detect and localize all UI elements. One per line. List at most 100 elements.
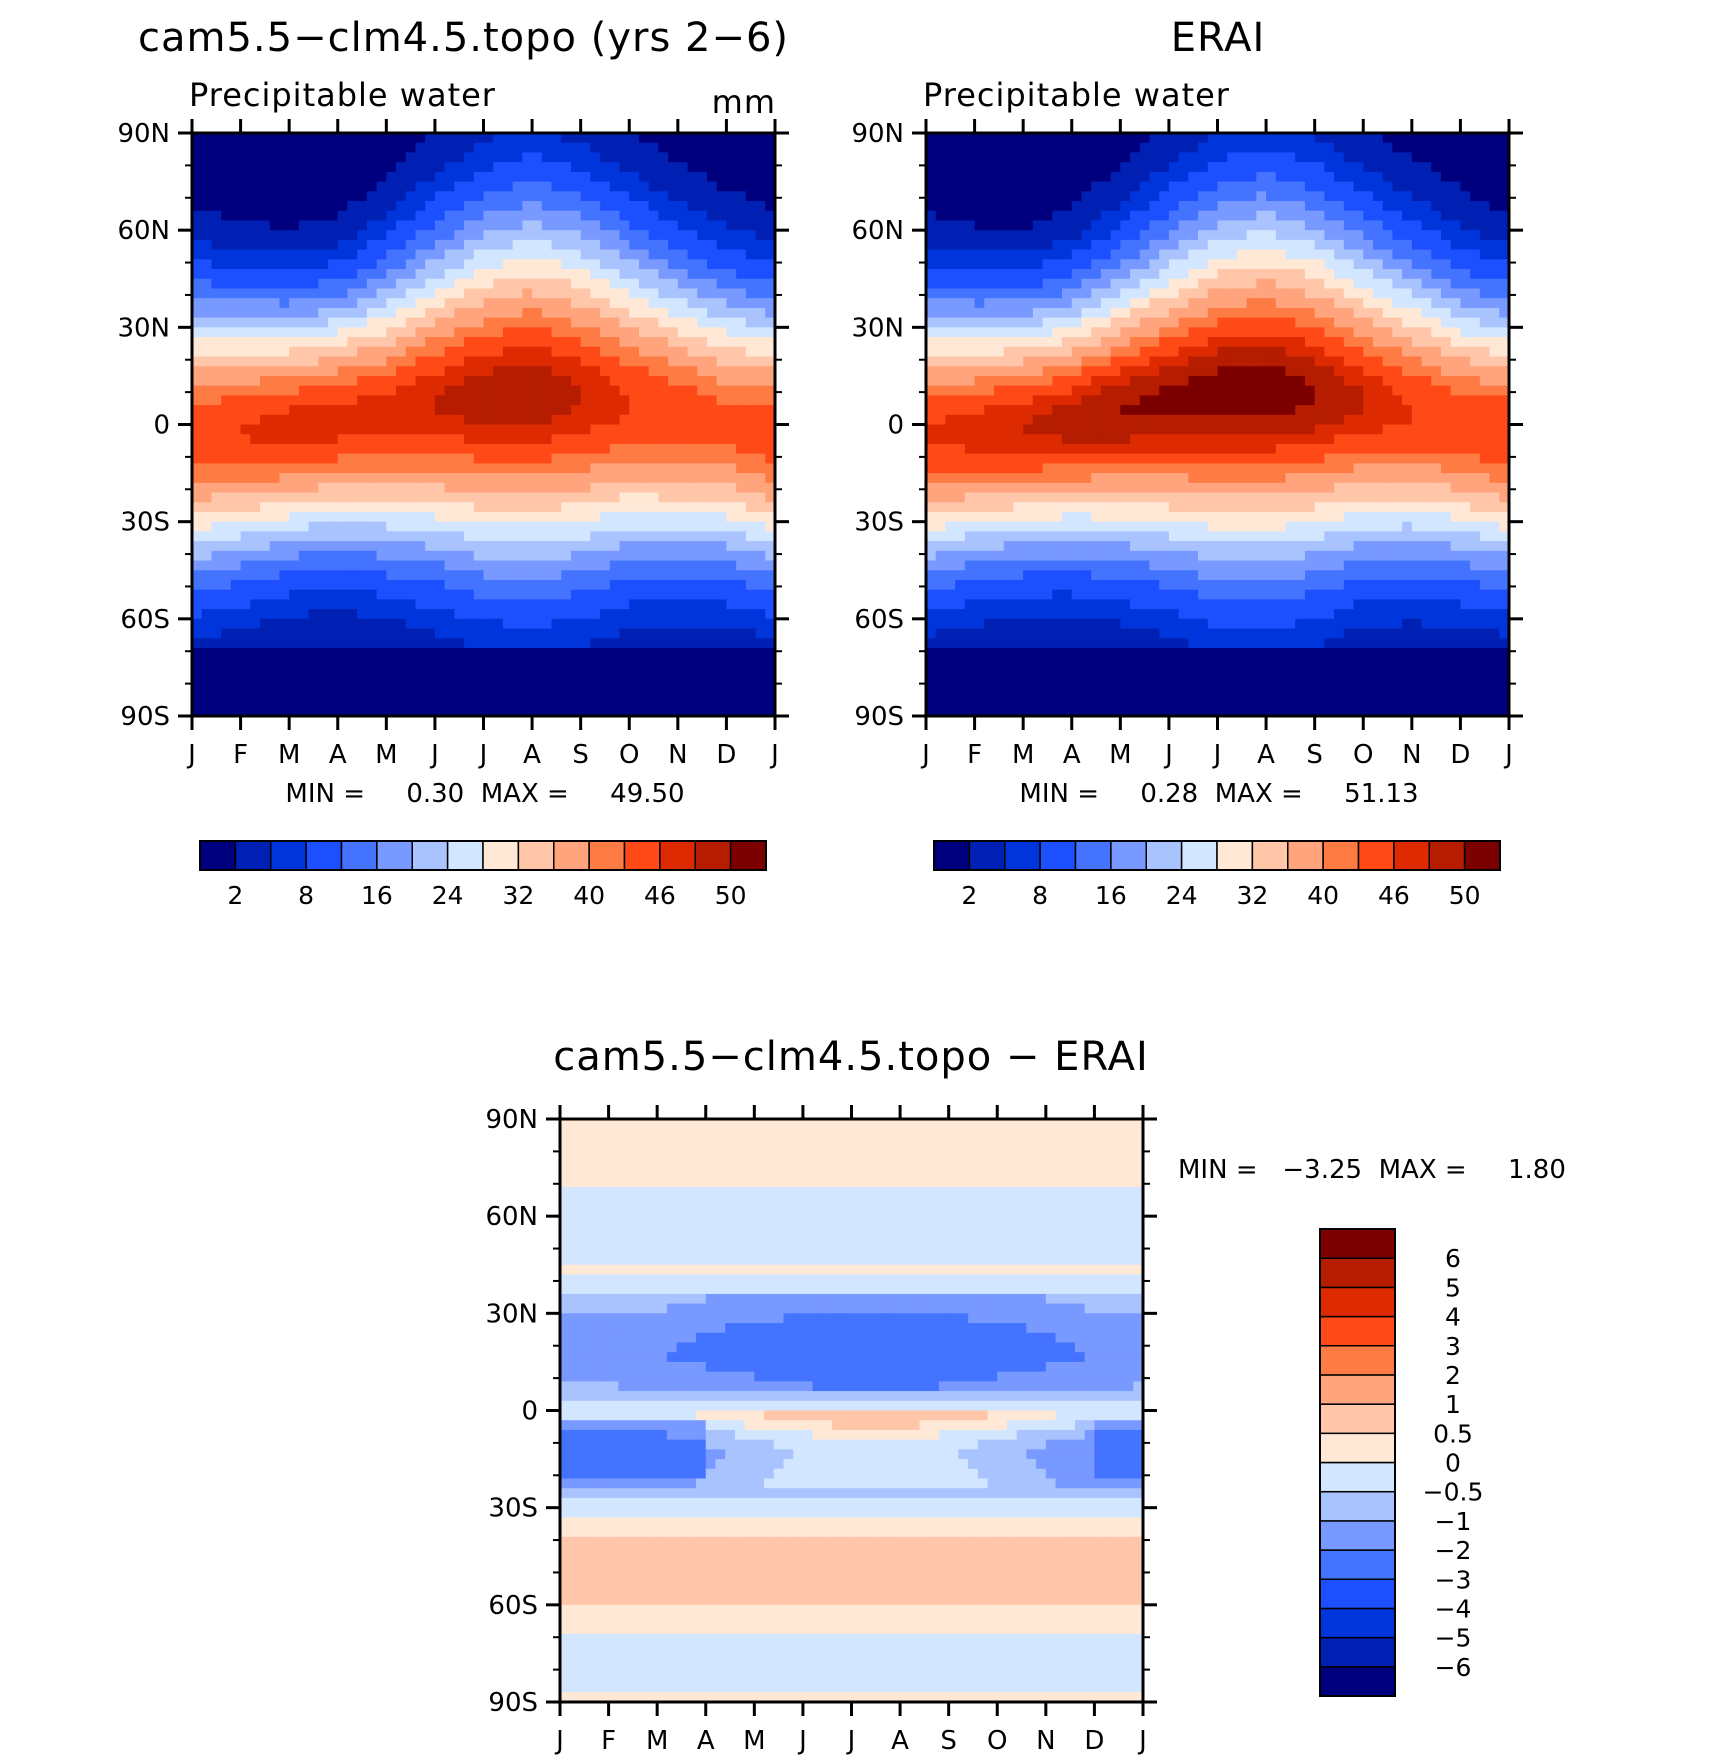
field-cell <box>580 133 591 144</box>
field-cell <box>1071 239 1083 251</box>
field-cell <box>755 560 766 571</box>
field-cell <box>580 414 591 426</box>
field-cell <box>1450 210 1462 222</box>
field-cell <box>396 298 407 309</box>
field-cell <box>289 171 300 183</box>
field-cell <box>221 414 232 426</box>
field-cell <box>269 570 281 581</box>
field-cell <box>376 434 387 445</box>
field-cell <box>590 579 601 591</box>
field-cell <box>464 599 475 610</box>
field-cell <box>648 317 659 328</box>
field-cell <box>1120 230 1131 241</box>
field-cell <box>298 162 310 173</box>
field-cell <box>1411 269 1423 280</box>
field-cell <box>308 346 319 358</box>
field-cell <box>745 589 757 600</box>
field-cell <box>532 162 543 173</box>
field-cell <box>337 657 349 669</box>
field-cell <box>600 210 611 222</box>
field-cell <box>648 628 659 639</box>
field-cell <box>736 133 747 144</box>
field-cell <box>609 531 621 542</box>
field-cell <box>357 298 368 309</box>
field-cell <box>1411 288 1423 299</box>
field-cell <box>1091 152 1102 163</box>
field-cell <box>570 181 582 192</box>
field-cell <box>1295 142 1306 154</box>
field-cell <box>260 414 271 426</box>
field-cell <box>279 589 290 600</box>
field-cell <box>541 589 553 600</box>
field-cell <box>1062 230 1073 241</box>
field-cell <box>425 133 436 144</box>
field-cell <box>1314 298 1325 309</box>
field-cell <box>298 453 310 464</box>
field-cell <box>337 230 349 241</box>
field-cell <box>745 162 757 173</box>
field-cell <box>221 230 232 241</box>
field-cell <box>279 327 290 338</box>
field-cell <box>755 171 766 183</box>
field-cell <box>192 589 203 600</box>
field-cell <box>240 239 251 251</box>
field-cell <box>687 317 698 328</box>
field-cell <box>658 677 669 688</box>
field-cell <box>512 327 523 338</box>
field-cell <box>512 171 523 183</box>
field-cell <box>755 511 766 523</box>
field-cell <box>483 230 494 241</box>
field-cell <box>260 696 271 707</box>
field-cell <box>1227 230 1238 241</box>
field-cell <box>716 686 728 698</box>
field-cell <box>386 171 397 183</box>
field-cell <box>926 152 937 163</box>
field-cell <box>1052 307 1063 319</box>
field-cell <box>434 647 446 659</box>
field-cell <box>260 327 271 338</box>
field-cell <box>201 677 213 688</box>
field-cell <box>668 511 679 523</box>
field-cell <box>298 531 310 542</box>
field-cell <box>396 686 407 698</box>
field-cell <box>1431 269 1442 280</box>
field-cell <box>192 142 203 154</box>
field-cell <box>619 560 630 571</box>
field-cell <box>668 181 679 192</box>
field-cell <box>1499 298 1509 309</box>
field-cell <box>405 706 417 716</box>
field-cell <box>522 414 533 426</box>
field-cell <box>444 337 455 348</box>
field-cell <box>755 473 766 484</box>
field-cell <box>658 453 669 464</box>
field-cell <box>211 482 222 494</box>
field-cell <box>1071 142 1083 154</box>
field-cell <box>1450 181 1462 192</box>
field-cell <box>444 269 455 280</box>
field-cell <box>755 502 766 513</box>
field-cell <box>726 502 737 513</box>
field-cell <box>366 696 378 707</box>
field-cell <box>964 220 976 231</box>
field-cell <box>619 356 630 367</box>
field-cell <box>1421 220 1432 231</box>
field-cell <box>318 278 329 290</box>
field-cell <box>687 667 698 678</box>
field-cell <box>638 171 650 183</box>
field-cell <box>415 152 426 163</box>
field-cell <box>289 356 300 367</box>
field-cell <box>1499 191 1509 202</box>
field-cell <box>1382 210 1393 222</box>
field-cell <box>473 288 485 299</box>
field-cell <box>512 210 523 222</box>
field-cell <box>765 317 775 328</box>
field-cell <box>425 395 436 406</box>
field-cell <box>328 589 339 600</box>
field-cell <box>1421 162 1432 173</box>
field-cell <box>736 414 747 426</box>
field-cell <box>658 492 669 503</box>
field-cell <box>502 560 514 571</box>
field-cell <box>250 541 261 552</box>
field-cell <box>745 375 757 387</box>
field-cell <box>347 395 358 406</box>
